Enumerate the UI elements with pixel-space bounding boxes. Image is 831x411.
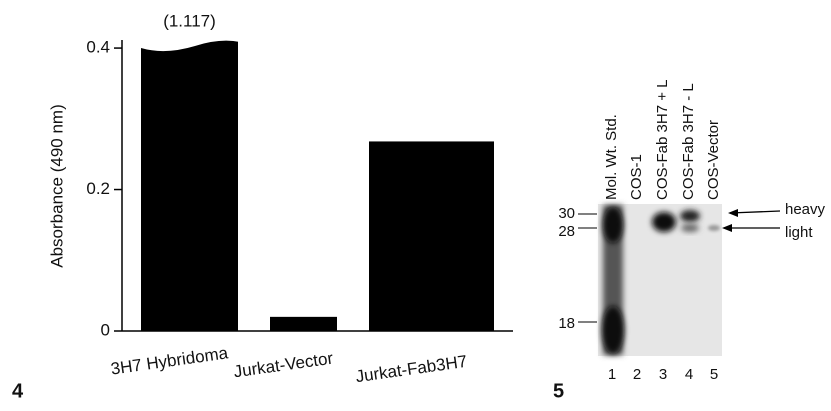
y-tick-label: 0.2: [86, 179, 110, 198]
arrow-label: heavy: [785, 201, 826, 218]
marker-label: 28: [558, 223, 575, 240]
lane-label: COS-Fab 3H7 + L: [654, 80, 671, 200]
bar: [270, 317, 337, 331]
marker-label: 18: [558, 315, 575, 332]
arrow-label: light: [785, 224, 813, 241]
gel-image: [578, 204, 780, 356]
value-label: (1.117): [163, 11, 216, 30]
y-axis-title: Absorbance (490 nm): [47, 104, 66, 267]
bar: [141, 0, 238, 331]
lane-number: 3: [659, 366, 667, 383]
figure-label: 4: [12, 380, 24, 402]
lane-label: COS-Fab 3H7 - L: [680, 83, 697, 200]
marker-label: 30: [558, 205, 575, 222]
lane-label: COS-Vector: [705, 120, 722, 200]
plot-area: [141, 0, 494, 331]
figure: Absorbance (490 nm) 4 5 30 28 18 heavy l…: [0, 0, 831, 406]
lane-label: Mol. Wt. Std.: [603, 114, 620, 200]
lane-number: 4: [685, 366, 693, 383]
lane-number: 1: [608, 366, 616, 383]
x-tick-label: Jurkat-Fab3H7: [354, 352, 468, 386]
y-tick-label: 0.4: [86, 38, 110, 57]
bar: [369, 141, 494, 331]
y-tick-label: 0: [101, 320, 110, 339]
x-tick-label: 3H7 Hybridoma: [110, 343, 230, 378]
lane-number: 2: [633, 366, 641, 383]
figure-label: 5: [553, 380, 564, 402]
lane-label: COS-1: [628, 154, 645, 200]
lane-number: 5: [710, 366, 718, 383]
x-tick-label: Jurkat-Vector: [232, 349, 334, 382]
